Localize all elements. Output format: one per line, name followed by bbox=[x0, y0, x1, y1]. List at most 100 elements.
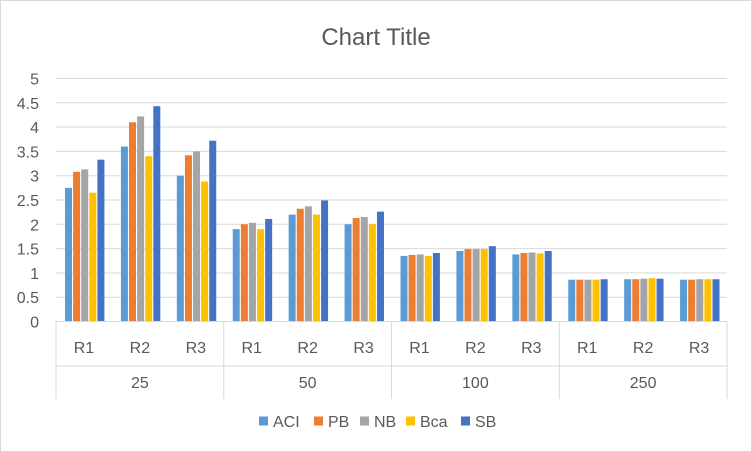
bar-aci bbox=[400, 255, 408, 322]
legend-swatch bbox=[259, 416, 268, 426]
bar-sb bbox=[712, 279, 720, 322]
bar-bca bbox=[536, 253, 544, 322]
bar-nb bbox=[248, 222, 256, 322]
x-category-label: R1 bbox=[241, 340, 262, 357]
x-group-label: 100 bbox=[462, 375, 489, 392]
y-tick-label: 2.5 bbox=[17, 193, 39, 210]
x-category-label: R2 bbox=[297, 340, 318, 357]
bar-pb bbox=[73, 171, 81, 322]
bar-aci bbox=[288, 214, 296, 322]
bar-bca bbox=[201, 181, 209, 322]
y-tick-label: 2 bbox=[30, 217, 39, 234]
y-tick-label: 1.5 bbox=[17, 242, 39, 259]
legend-item-aci: ACI bbox=[259, 414, 300, 431]
bar-nb bbox=[304, 206, 312, 322]
bar-pb bbox=[129, 122, 137, 322]
y-tick-label: 4.5 bbox=[17, 96, 39, 113]
bar-nb bbox=[528, 252, 536, 322]
x-axis: R1 R2 R3 R1 R2 R3 R1 R2 R3 R1 R2 R3 25 50 100 250 bbox=[55, 321, 728, 399]
bar-bca bbox=[312, 214, 320, 322]
bar-sb bbox=[97, 159, 105, 322]
bar-sb bbox=[265, 218, 273, 322]
bar-bca bbox=[424, 255, 432, 322]
bar-bca bbox=[648, 278, 656, 322]
bar-bca bbox=[257, 229, 265, 322]
bar-sb bbox=[321, 200, 329, 322]
x-group-label: 50 bbox=[299, 375, 317, 392]
bar-pb bbox=[520, 252, 528, 322]
legend-swatch bbox=[314, 416, 323, 426]
bar-sb bbox=[376, 211, 384, 322]
bar-bca bbox=[145, 156, 153, 322]
x-category-label: R2 bbox=[633, 340, 654, 357]
bar-sb bbox=[488, 246, 496, 322]
bar-pb bbox=[408, 254, 416, 322]
bar-aci bbox=[512, 254, 520, 322]
bar-aci bbox=[456, 251, 464, 322]
bar-sb bbox=[656, 278, 664, 322]
legend-item-pb: PB bbox=[314, 414, 349, 431]
y-tick-label: 5 bbox=[30, 72, 39, 89]
bar-aci bbox=[624, 279, 632, 322]
bar-aci bbox=[65, 187, 72, 322]
bar-aci bbox=[232, 229, 240, 322]
bar-nb bbox=[696, 279, 704, 322]
bar-pb bbox=[464, 249, 472, 322]
bar-aci bbox=[176, 175, 184, 322]
bar-nb bbox=[137, 116, 145, 322]
bar-aci bbox=[680, 279, 688, 322]
bar-pb bbox=[576, 279, 584, 322]
legend-swatch bbox=[360, 416, 369, 426]
bar-nb bbox=[472, 249, 480, 322]
bars bbox=[65, 106, 720, 322]
y-axis-tick-labels: 0 0.5 1 1.5 2 2.5 3 3.5 4 4.5 5 bbox=[17, 72, 39, 332]
x-category-label: R3 bbox=[689, 340, 710, 357]
bar-sb bbox=[544, 251, 552, 322]
chart-title: Chart Title bbox=[321, 24, 430, 51]
legend-swatch bbox=[406, 416, 415, 426]
x-category-label: R2 bbox=[130, 340, 151, 357]
legend-label: SB bbox=[475, 414, 496, 431]
legend-label: ACI bbox=[273, 414, 300, 431]
y-tick-label: 4 bbox=[30, 120, 39, 137]
legend-label: PB bbox=[328, 414, 349, 431]
y-tick-label: 0 bbox=[30, 315, 39, 332]
bar-bca bbox=[368, 224, 376, 322]
legend-item-sb: SB bbox=[461, 414, 496, 431]
bar-aci bbox=[120, 146, 128, 322]
bar-nb bbox=[640, 278, 648, 322]
bar-pb bbox=[352, 217, 360, 322]
legend-label: NB bbox=[374, 414, 396, 431]
legend-label: Bca bbox=[420, 414, 448, 431]
y-tick-label: 3 bbox=[30, 169, 39, 186]
gridlines bbox=[56, 78, 727, 298]
bar-nb bbox=[193, 151, 201, 322]
bar-sb bbox=[600, 279, 608, 322]
x-category-label: R3 bbox=[521, 340, 542, 357]
x-category-label: R3 bbox=[186, 340, 207, 357]
y-tick-label: 0.5 bbox=[17, 290, 39, 307]
bar-nb bbox=[416, 254, 424, 322]
bar-pb bbox=[240, 224, 248, 322]
x-category-label: R1 bbox=[577, 340, 598, 357]
bar-aci bbox=[344, 224, 352, 322]
bar-bca bbox=[89, 192, 97, 322]
y-tick-label: 1 bbox=[30, 266, 39, 283]
bar-sb bbox=[153, 106, 161, 322]
bar-nb bbox=[360, 217, 368, 322]
bar-nb bbox=[584, 279, 592, 322]
bar-sb bbox=[209, 140, 217, 322]
bar-aci bbox=[568, 279, 576, 322]
bar-nb bbox=[81, 169, 89, 322]
bar-bca bbox=[592, 279, 600, 322]
bar-pb bbox=[632, 279, 640, 322]
bar-pb bbox=[688, 279, 696, 322]
bar-pb bbox=[184, 155, 192, 322]
y-tick-label: 3.5 bbox=[17, 144, 39, 161]
bar-sb bbox=[432, 252, 440, 322]
legend-item-nb: NB bbox=[360, 414, 396, 431]
legend: ACI PB NB Bca SB bbox=[259, 414, 496, 431]
x-category-label: R3 bbox=[353, 340, 374, 357]
